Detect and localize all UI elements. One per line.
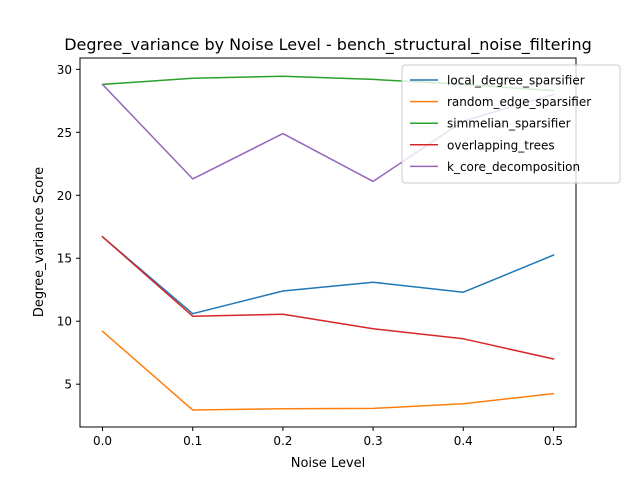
y-axis-ticks: 5 10 15 20 25 30 [57,63,80,392]
y-axis-label: Degree_variance Score [32,167,47,317]
legend-label: k_core_decomposition [447,160,580,174]
y-tick-label: 25 [57,126,72,140]
y-tick-label: 5 [64,378,72,392]
legend-label: random_edge_sparsifier [447,95,591,109]
x-axis-label: Noise Level [291,456,366,471]
x-tick-label: 0.0 [93,434,112,448]
plot-frame [79,57,577,428]
x-tick-label: 0.2 [273,434,292,448]
y-tick-label: 30 [57,63,72,77]
series-line-local_degree_sparsifier [101,235,555,315]
chart-title: Degree_variance by Noise Level - bench_s… [64,35,592,55]
x-tick-label: 0.4 [454,434,473,448]
legend-label: local_degree_sparsifier [447,74,585,88]
legend-label: simmelian_sparsifier [447,117,571,131]
legend: local_degree_sparsifier random_edge_spars… [401,64,621,184]
x-tick-label: 0.5 [544,434,563,448]
y-tick-label: 10 [57,315,72,329]
y-tick-label: 20 [57,189,72,203]
x-tick-label: 0.1 [183,434,202,448]
x-axis-ticks: 0.0 0.1 0.2 0.3 0.4 0.5 [93,427,563,448]
legend-label: overlapping_trees [447,138,555,152]
series-line-overlapping_trees [101,235,555,360]
legend-box [401,64,621,184]
y-tick-label: 15 [57,252,72,266]
series-line-random_edge_sparsifier [101,330,555,411]
x-tick-label: 0.3 [364,434,383,448]
